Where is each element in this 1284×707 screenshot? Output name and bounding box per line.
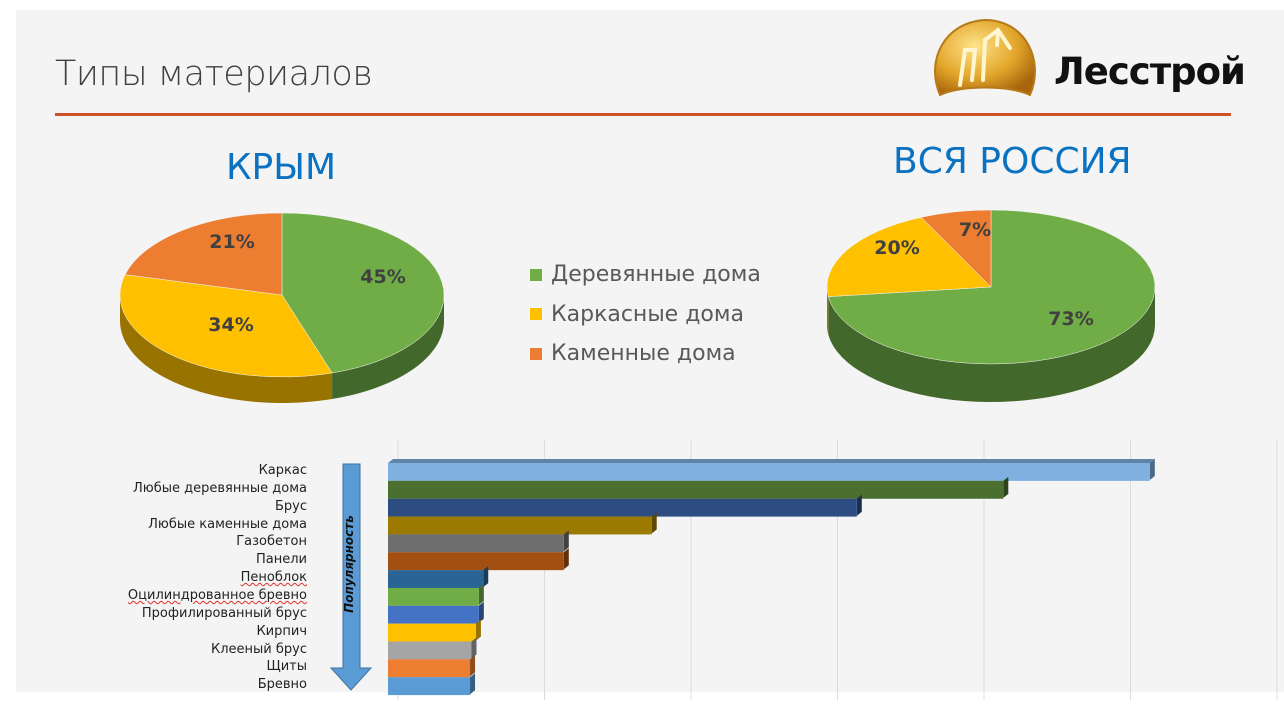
bar bbox=[388, 570, 484, 588]
pie-slice-side bbox=[827, 287, 829, 335]
bar-side bbox=[475, 619, 481, 641]
bar bbox=[388, 480, 1004, 499]
pie-data-label: 34% bbox=[208, 314, 253, 336]
bar bbox=[388, 534, 564, 553]
bar-side bbox=[478, 583, 484, 605]
legend-label: Каменные дома bbox=[551, 341, 736, 367]
bar-side bbox=[470, 673, 476, 695]
page-title: Типы материалов bbox=[55, 54, 373, 94]
bar-category-label: Любые деревянные дома bbox=[133, 480, 307, 496]
bar bbox=[388, 677, 471, 696]
legend-swatch bbox=[530, 347, 542, 360]
pie-slice bbox=[124, 212, 283, 296]
bar-category-label: Панели bbox=[256, 552, 307, 568]
popularity-axis-label: Популярность bbox=[342, 515, 356, 613]
legend-swatch bbox=[530, 308, 542, 321]
bar bbox=[388, 659, 471, 678]
legend-item-frame: Каркасные дома bbox=[530, 295, 761, 335]
bar-category-label: Бревно bbox=[257, 677, 307, 693]
legend-label: Каркасные дома bbox=[551, 301, 744, 327]
bar-side bbox=[1003, 476, 1009, 498]
pie-slice bbox=[281, 212, 445, 374]
bar bbox=[388, 463, 1150, 481]
pie-slice bbox=[920, 209, 992, 288]
bar-category-label: Щиты bbox=[266, 659, 307, 675]
bar-category-label: Клееный брус bbox=[211, 641, 307, 657]
russia-chart-title: ВСЯ РОССИЯ bbox=[893, 141, 1132, 182]
pie-data-label: 21% bbox=[209, 231, 254, 253]
popularity-arrow-icon bbox=[329, 463, 373, 691]
bar-category-label: Газобетон bbox=[236, 534, 307, 550]
pie-data-label: 73% bbox=[1048, 308, 1093, 330]
legend-item-stone: Каменные дома bbox=[530, 334, 761, 374]
legend-item-wooden: Деревянные дома bbox=[530, 255, 761, 295]
pie-slice bbox=[827, 209, 1156, 365]
bar bbox=[388, 498, 857, 517]
bar-side bbox=[470, 655, 476, 677]
bar-category-label: Пеноблок bbox=[240, 570, 307, 586]
bar-side bbox=[471, 637, 477, 659]
bar bbox=[388, 552, 564, 571]
bar-side bbox=[478, 601, 484, 623]
bar-category-label: Профилированный брус bbox=[141, 605, 307, 621]
bar-side bbox=[563, 530, 569, 552]
pie-slice-side bbox=[828, 287, 1155, 402]
bar bbox=[388, 516, 652, 535]
pie-slice bbox=[119, 274, 333, 378]
bar-category-label: Кирпич bbox=[256, 623, 307, 639]
pie-data-label: 7% bbox=[959, 219, 991, 241]
bar-category-label: Брус bbox=[274, 498, 307, 514]
bar bbox=[388, 587, 479, 606]
bar-category-label: Каркас bbox=[258, 463, 307, 478]
bar-category-label: Оцилиндрованное бревно bbox=[127, 587, 307, 603]
legend-swatch bbox=[530, 268, 542, 281]
bar bbox=[388, 641, 472, 660]
bar-category-label: Любые каменные дома bbox=[148, 516, 307, 532]
bar bbox=[388, 605, 479, 624]
legend-label: Деревянные дома bbox=[551, 262, 761, 288]
pie-slice-side bbox=[120, 295, 333, 403]
bar-side bbox=[856, 494, 862, 516]
bar-side bbox=[563, 548, 569, 570]
bar-top bbox=[388, 459, 1155, 463]
logo-text: Лесстрой bbox=[1054, 50, 1246, 93]
pie-legend: Деревянные дома Каркасные дома Каменные … bbox=[530, 255, 761, 374]
pie-slice-side bbox=[332, 295, 444, 399]
bar bbox=[388, 623, 476, 642]
bar-side bbox=[1149, 459, 1155, 480]
bar-side bbox=[483, 566, 489, 588]
pie-data-label: 20% bbox=[874, 237, 919, 259]
bar-side bbox=[651, 512, 657, 534]
crimea-chart-title: КРЫМ bbox=[226, 147, 337, 188]
title-divider bbox=[55, 113, 1231, 116]
pie-slice bbox=[826, 217, 992, 297]
pie-data-label: 45% bbox=[360, 266, 405, 288]
